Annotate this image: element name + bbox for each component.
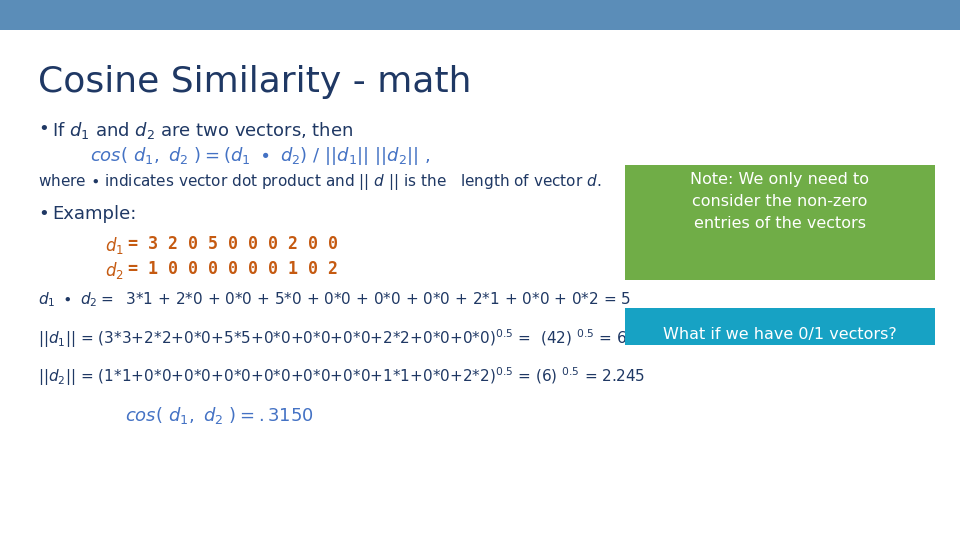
Text: •: • bbox=[38, 120, 49, 138]
Text: $d_1$: $d_1$ bbox=[105, 235, 124, 256]
Bar bbox=[0, 0, 960, 30]
Text: $d_2$: $d_2$ bbox=[105, 260, 124, 281]
Text: Note: We only need to
consider the non-zero
entries of the vectors: Note: We only need to consider the non-z… bbox=[690, 172, 870, 232]
Text: $d_1\ \bullet\ d_2=$  3*1 + 2*0 + 0*0 + 5*0 + 0*0 + 0*0 + 0*0 + 2*1 + 0*0 + 0*2 : $d_1\ \bullet\ d_2=$ 3*1 + 2*0 + 0*0 + 5… bbox=[38, 290, 631, 309]
Text: Cosine Similarity - math: Cosine Similarity - math bbox=[38, 65, 471, 99]
Text: $||d_1||$ = (3*3+2*2+0*0+5*5+0*0+0*0+0*0+2*2+0*0+0*0)$^{0.5}$ =  (42) $^{0.5}$ =: $||d_1||$ = (3*3+2*2+0*0+5*5+0*0+0*0+0*0… bbox=[38, 327, 660, 350]
Text: = 3 2 0 5 0 0 0 2 0 0: = 3 2 0 5 0 0 0 2 0 0 bbox=[128, 235, 338, 253]
Text: $cos(\ d_1,\ d_2\ ) = (d_1\ \bullet\ d_2)\ /\ ||d_1||\ ||d_2||\ ,$: $cos(\ d_1,\ d_2\ ) = (d_1\ \bullet\ d_2… bbox=[90, 145, 431, 167]
Text: •: • bbox=[38, 205, 49, 223]
Text: $cos(\ d_1,\ d_2\ ) = .3150$: $cos(\ d_1,\ d_2\ ) = .3150$ bbox=[125, 405, 314, 426]
Text: Example:: Example: bbox=[52, 205, 136, 223]
Text: $||d_2||$ = (1*1+0*0+0*0+0*0+0*0+0*0+0*0+1*1+0*0+2*2)$^{0.5}$ = (6) $^{0.5}$ = 2: $||d_2||$ = (1*1+0*0+0*0+0*0+0*0+0*0+0*0… bbox=[38, 365, 645, 388]
Bar bbox=[625, 165, 935, 280]
Text: What if we have 0/1 vectors?: What if we have 0/1 vectors? bbox=[663, 327, 897, 342]
Text: If $d_1$ and $d_2$ are two vectors, then: If $d_1$ and $d_2$ are two vectors, then bbox=[52, 120, 353, 141]
Text: = 1 0 0 0 0 0 0 1 0 2: = 1 0 0 0 0 0 0 1 0 2 bbox=[128, 260, 338, 278]
Text: where $\bullet$ indicates vector dot product and $||\ d\ ||$ is the   length of : where $\bullet$ indicates vector dot pro… bbox=[38, 172, 601, 192]
Bar bbox=[625, 308, 935, 345]
